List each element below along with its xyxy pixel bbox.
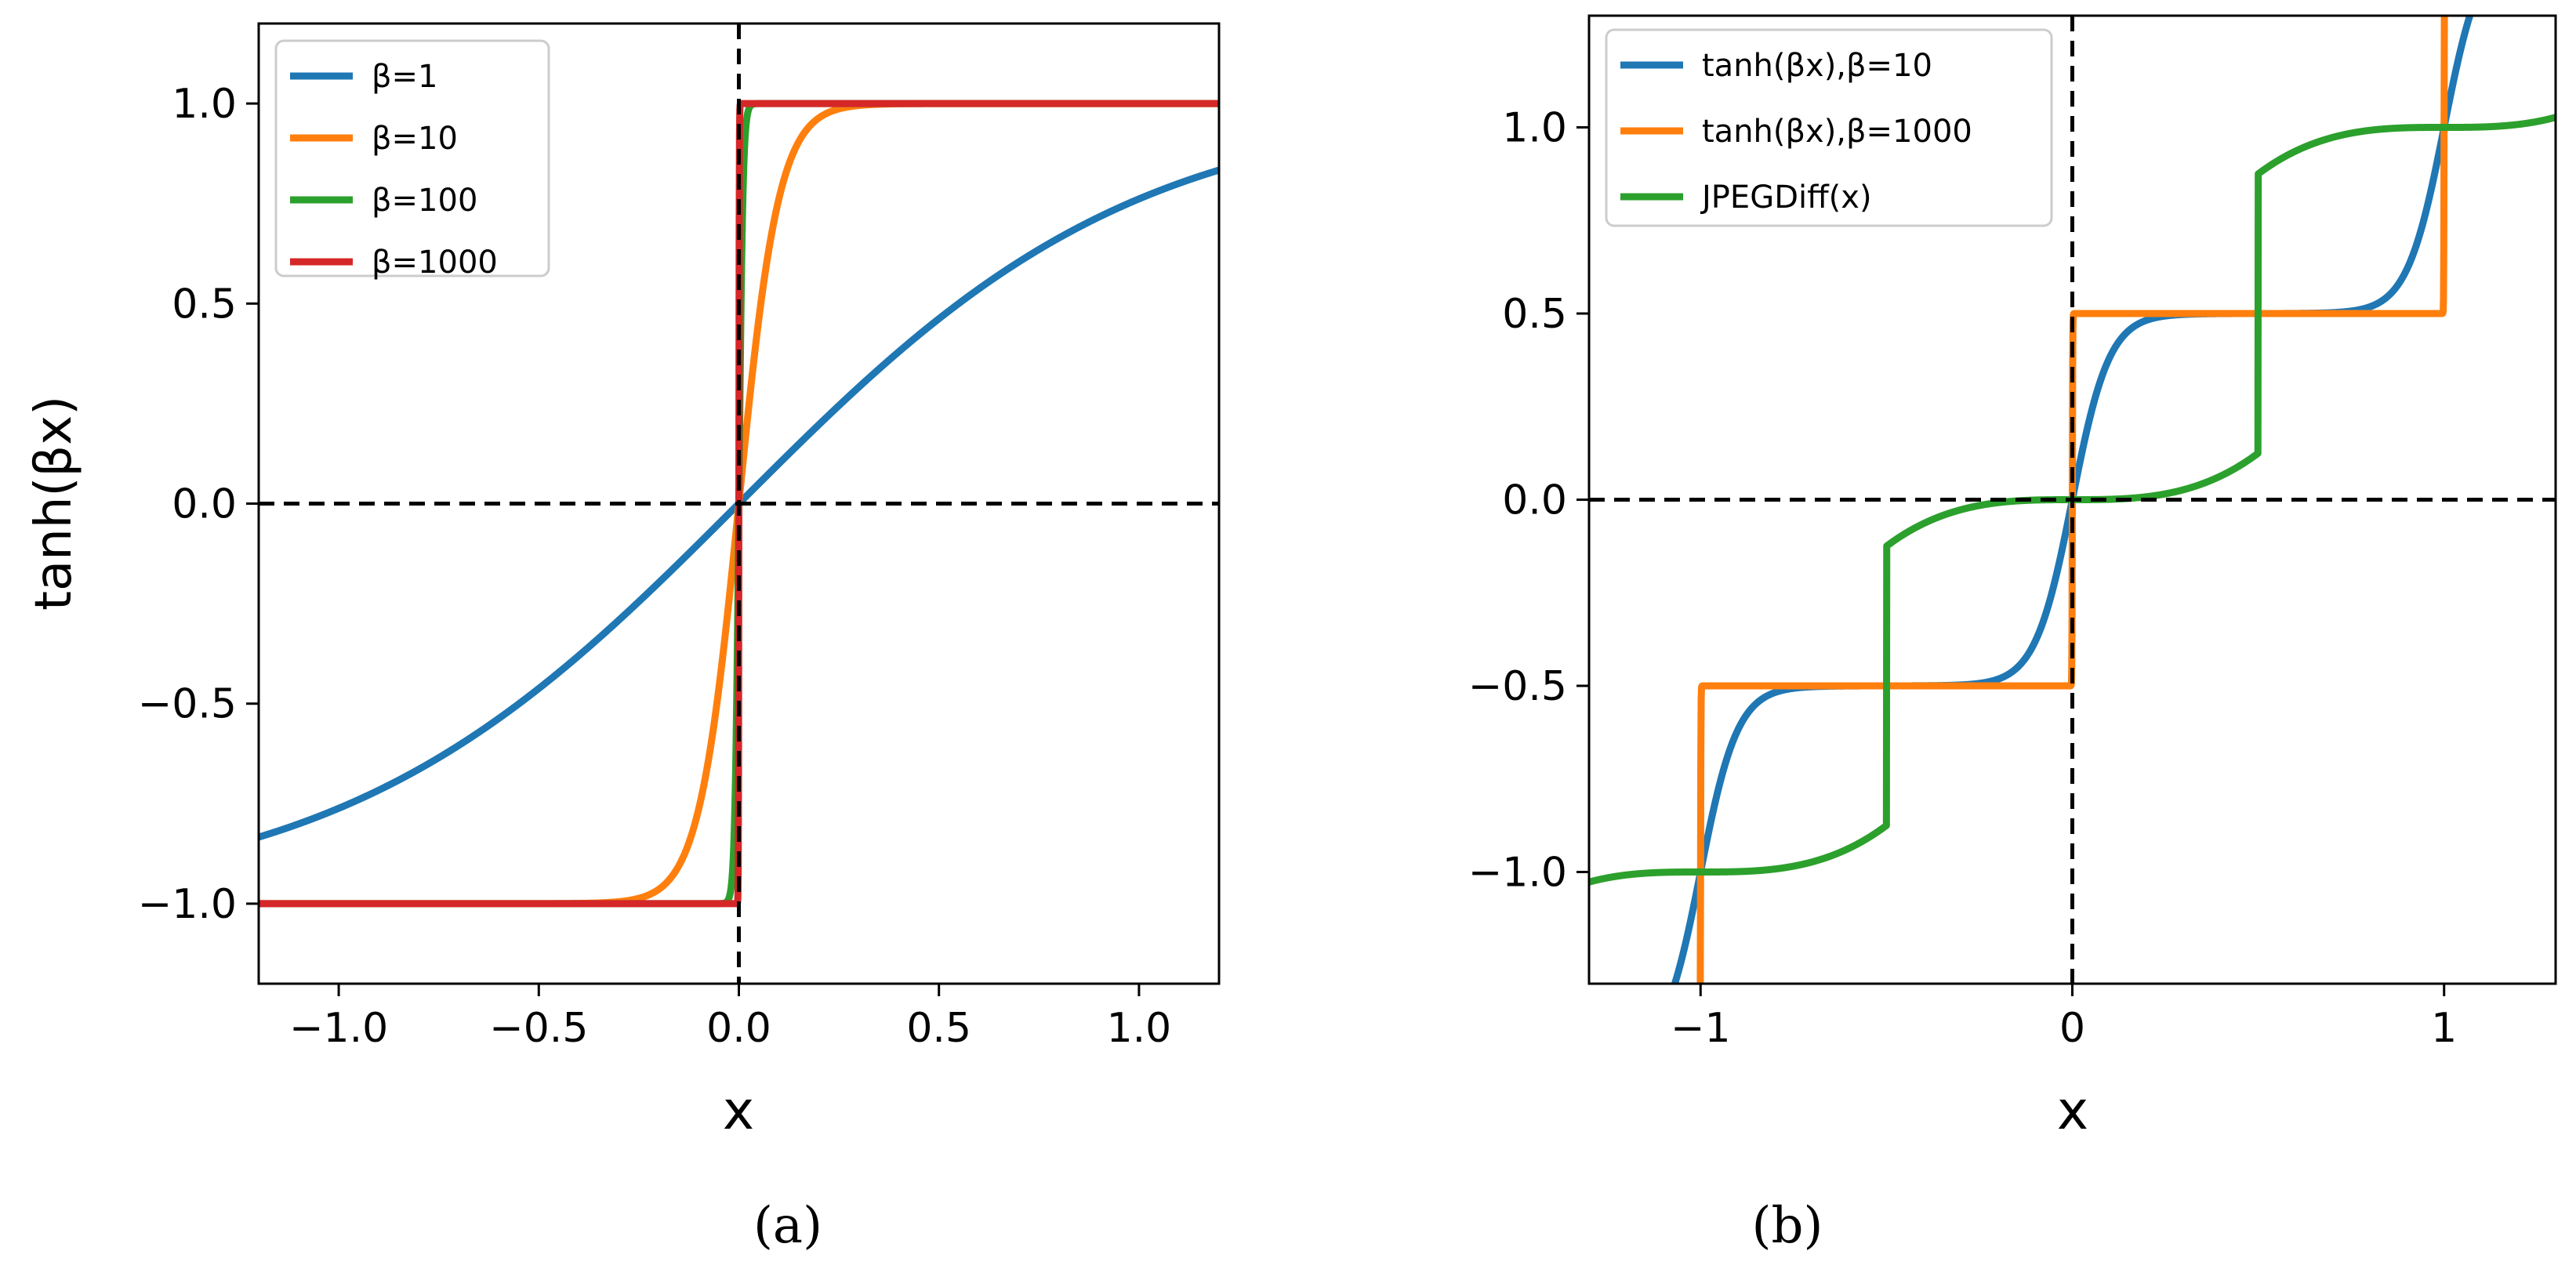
panel-a-ylabel: tanh(βx) <box>25 396 83 611</box>
y-tick-label: −0.5 <box>1468 663 1567 710</box>
y-tick-label: −1.0 <box>138 881 237 928</box>
y-tick-label: 0.0 <box>172 481 237 528</box>
y-tick-label: 1.0 <box>1502 105 1567 152</box>
legend-label: β=10 <box>372 121 458 157</box>
y-tick-label: −1.0 <box>1468 850 1567 897</box>
y-tick-label: −0.5 <box>138 681 237 728</box>
legend-label: JPEGDiff(x) <box>1700 179 1872 216</box>
panel-a: −1.0 −0.5 0.0 0.5 1.0−1.0−0.50.00.51.0 β=1β=… <box>25 22 1221 1255</box>
panel-b: −1 0 1−1.0−0.50.00.51.0 tanh(βx),β=10tanh(… <box>1468 14 2557 1255</box>
y-tick-label: 0.5 <box>172 281 237 328</box>
x-tick-label: −1.0 <box>289 1005 388 1052</box>
legend-label: β=1000 <box>372 245 498 281</box>
panel-a-xlabel: x <box>723 1080 754 1142</box>
panel-a-ticks: −1.0 −0.5 0.0 0.5 1.0 −1.0 −0.5 0.0 0.5 1.0 <box>138 81 1172 1052</box>
x-tick-label: −0.5 <box>489 1005 588 1052</box>
legend-label: β=1 <box>372 59 438 95</box>
panel-b-ticks: −1 0 1 −1.0 −0.5 0.0 0.5 1.0 <box>1468 105 2458 1053</box>
x-tick-label: 1.0 <box>1107 1005 1172 1052</box>
legend-label: tanh(βx),β=1000 <box>1702 114 1972 150</box>
x-tick-label: 0 <box>2059 1005 2085 1052</box>
legend-label: β=100 <box>372 183 477 219</box>
panel-a-legend: β=1 β=10 β=100 β=1000 <box>274 39 550 281</box>
x-tick-label: 0.5 <box>906 1005 971 1052</box>
x-tick-label: 1 <box>2431 1005 2457 1052</box>
y-tick-label: 0.0 <box>1502 477 1567 524</box>
y-tick-label: 1.0 <box>172 81 237 128</box>
panel-a-caption: (a) <box>753 1197 822 1255</box>
y-tick-label: 0.5 <box>1502 291 1567 338</box>
panel-b-frame <box>1587 14 2557 985</box>
panel-b-caption: (b) <box>1752 1197 1823 1255</box>
legend-label: tanh(βx),β=10 <box>1702 48 1932 84</box>
panel-b-xlabel: x <box>2057 1080 2088 1142</box>
x-tick-label: −1 <box>1671 1005 1731 1052</box>
panel-a-lines <box>259 24 1219 984</box>
x-tick-label: 0.0 <box>706 1005 771 1052</box>
legend-box <box>1605 28 2053 227</box>
panel-a-frame <box>257 22 1221 985</box>
legend-box <box>274 39 550 277</box>
panel-b-legend: tanh(βx),β=10 tanh(βx),β=1000 JPEGDiff(x) <box>1605 28 2053 227</box>
panel-b-lines <box>1589 16 2556 984</box>
